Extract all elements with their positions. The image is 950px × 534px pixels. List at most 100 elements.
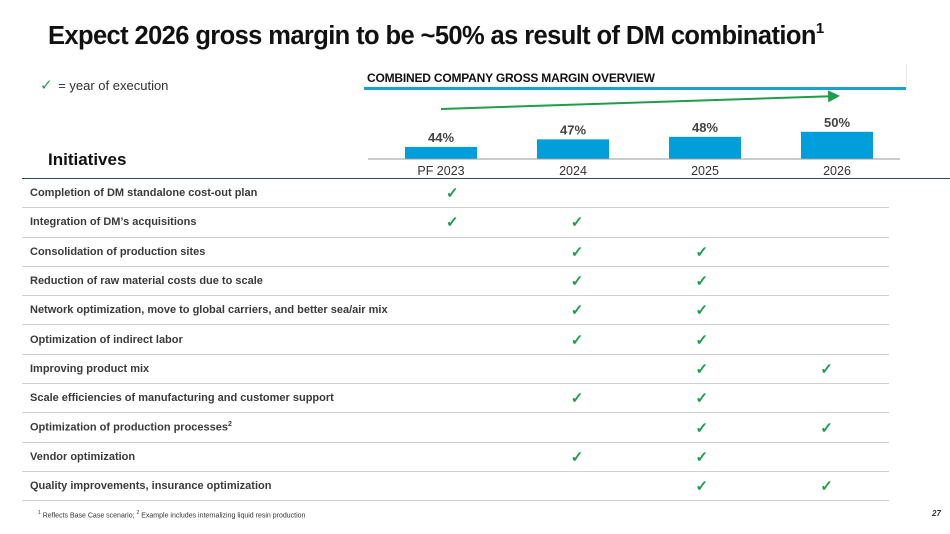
check-icon: ✓ <box>695 390 709 408</box>
chart-header-rule <box>364 87 906 90</box>
cell-pf-2023 <box>389 237 515 267</box>
data-label: 47% <box>560 122 586 137</box>
cell-pf-2023: ✓ <box>389 179 515 209</box>
data-label: 50% <box>824 115 850 130</box>
check-icon: ✓ <box>695 448 709 466</box>
cell-2026: ✓ <box>764 354 889 385</box>
gross-margin-chart: 44% PF 2023 47% 2024 48% 2025 50% 2026 <box>368 90 900 178</box>
check-icon: ✓ <box>695 302 709 320</box>
cell-2025 <box>639 207 765 238</box>
page-number: 27 <box>932 509 941 518</box>
bar-2024 <box>537 139 609 159</box>
cell-pf-2023 <box>389 354 515 385</box>
initiative-label: Integration of DM’s acquisitions <box>22 207 390 238</box>
cell-2026 <box>764 295 889 326</box>
title-footnote-marker: 1 <box>815 20 824 37</box>
cell-2024 <box>514 412 640 443</box>
cell-2026 <box>764 383 889 414</box>
footnote-1-marker: 1 <box>38 510 41 516</box>
cell-pf-2023 <box>389 471 515 502</box>
initiative-text: Consolidation of production sites <box>30 245 206 258</box>
cell-2026 <box>764 324 889 355</box>
table-row: Network optimization, move to global car… <box>22 295 889 326</box>
table-row: Quality improvements, insurance optimiza… <box>22 471 889 502</box>
footnote-2: Example includes internalizing liquid re… <box>141 512 306 520</box>
cell-2024: ✓ <box>514 442 640 472</box>
cell-2026 <box>764 442 889 472</box>
data-label: 44% <box>428 130 454 145</box>
initiative-text: Quality improvements, insurance optimiza… <box>30 480 272 493</box>
initiative-label: Network optimization, move to global car… <box>22 295 390 326</box>
initiative-label: Improving product mix <box>22 354 390 385</box>
cell-2024: ✓ <box>514 383 640 414</box>
initiative-text: Optimization of production processes <box>30 421 229 434</box>
cell-2025: ✓ <box>639 324 765 355</box>
check-icon: ✓ <box>570 214 584 232</box>
chart-header: COMBINED COMPANY GROSS MARGIN OVERVIEW <box>364 64 907 90</box>
cell-2024: ✓ <box>514 237 640 267</box>
check-icon: ✓ <box>695 478 709 496</box>
check-icon: ✓ <box>820 478 833 496</box>
check-icon: ✓ <box>445 214 459 232</box>
cell-pf-2023: ✓ <box>389 207 515 238</box>
table-row: Optimization of production processes2 ✓ ✓ <box>22 412 889 443</box>
data-label: 48% <box>692 120 718 135</box>
legend-text: = year of execution <box>58 78 169 93</box>
cell-2024: ✓ <box>514 324 640 355</box>
slide-title-text: Expect 2026 gross margin to be ~50% as r… <box>48 22 816 50</box>
x-tick-label: PF 2023 <box>417 164 464 178</box>
legend: ✓ = year of execution <box>40 76 168 94</box>
trend-arrow <box>440 90 840 110</box>
footnote-1: Reflects Base Case scenario; <box>42 512 137 520</box>
footnote-2-marker: 2 <box>136 510 140 516</box>
cell-2025: ✓ <box>639 237 765 267</box>
cell-pf-2023 <box>389 442 515 472</box>
cell-2026 <box>764 266 889 297</box>
footnotes: 1 Reflects Base Case scenario; 2 Example… <box>38 510 305 519</box>
cell-2025: ✓ <box>639 471 765 502</box>
cell-2026 <box>764 179 889 209</box>
cell-pf-2023 <box>389 412 515 443</box>
cell-pf-2023 <box>389 295 515 326</box>
check-icon: ✓ <box>570 390 584 408</box>
cell-2025: ✓ <box>639 383 765 414</box>
initiative-label: Consolidation of production sites <box>22 237 390 267</box>
cell-pf-2023 <box>389 324 515 355</box>
cell-2025: ✓ <box>639 295 765 326</box>
slide-title: Expect 2026 gross margin to be ~50% as r… <box>48 20 824 51</box>
table-header-rule <box>22 178 950 179</box>
bar-2026 <box>801 131 873 159</box>
cell-2024: ✓ <box>514 207 640 238</box>
initiative-text: Completion of DM standalone cost-out pla… <box>30 187 258 200</box>
table-row: Completion of DM standalone cost-out pla… <box>22 179 889 209</box>
initiative-label: Optimization of production processes2 <box>22 412 390 443</box>
cell-2025: ✓ <box>639 266 765 297</box>
cell-2025: ✓ <box>639 442 765 472</box>
initiative-text: Network optimization, move to global car… <box>30 304 388 317</box>
bar-pf-2023 <box>405 146 477 159</box>
cell-2024 <box>514 471 640 502</box>
table-row: Reduction of raw material costs due to s… <box>22 266 889 297</box>
check-icon: ✓ <box>570 302 584 320</box>
initiative-text: Vendor optimization <box>30 450 136 463</box>
cell-2025 <box>639 179 765 209</box>
initiative-label: Quality improvements, insurance optimiza… <box>22 471 390 502</box>
check-icon: ✓ <box>570 448 584 466</box>
initiative-label: Scale efficiencies of manufacturing and … <box>22 383 390 414</box>
cell-2025: ✓ <box>639 412 765 443</box>
check-icon: ✓ <box>820 360 833 378</box>
cell-2024: ✓ <box>514 295 640 326</box>
cell-pf-2023 <box>389 266 515 297</box>
initiative-label: Completion of DM standalone cost-out pla… <box>22 179 390 209</box>
x-tick-label: 2026 <box>823 164 851 178</box>
initiative-text: Integration of DM’s acquisitions <box>30 216 197 229</box>
cell-2024 <box>514 179 640 209</box>
cell-2026: ✓ <box>764 471 889 502</box>
cell-pf-2023 <box>389 383 515 414</box>
initiative-text: Optimization of indirect labor <box>30 333 183 346</box>
check-icon: ✓ <box>695 419 709 437</box>
chart-title: COMBINED COMPANY GROSS MARGIN OVERVIEW <box>367 71 655 85</box>
x-tick-label: 2025 <box>691 164 719 178</box>
table-row: Consolidation of production sites ✓ ✓ <box>22 237 889 267</box>
cell-2025: ✓ <box>639 354 765 385</box>
